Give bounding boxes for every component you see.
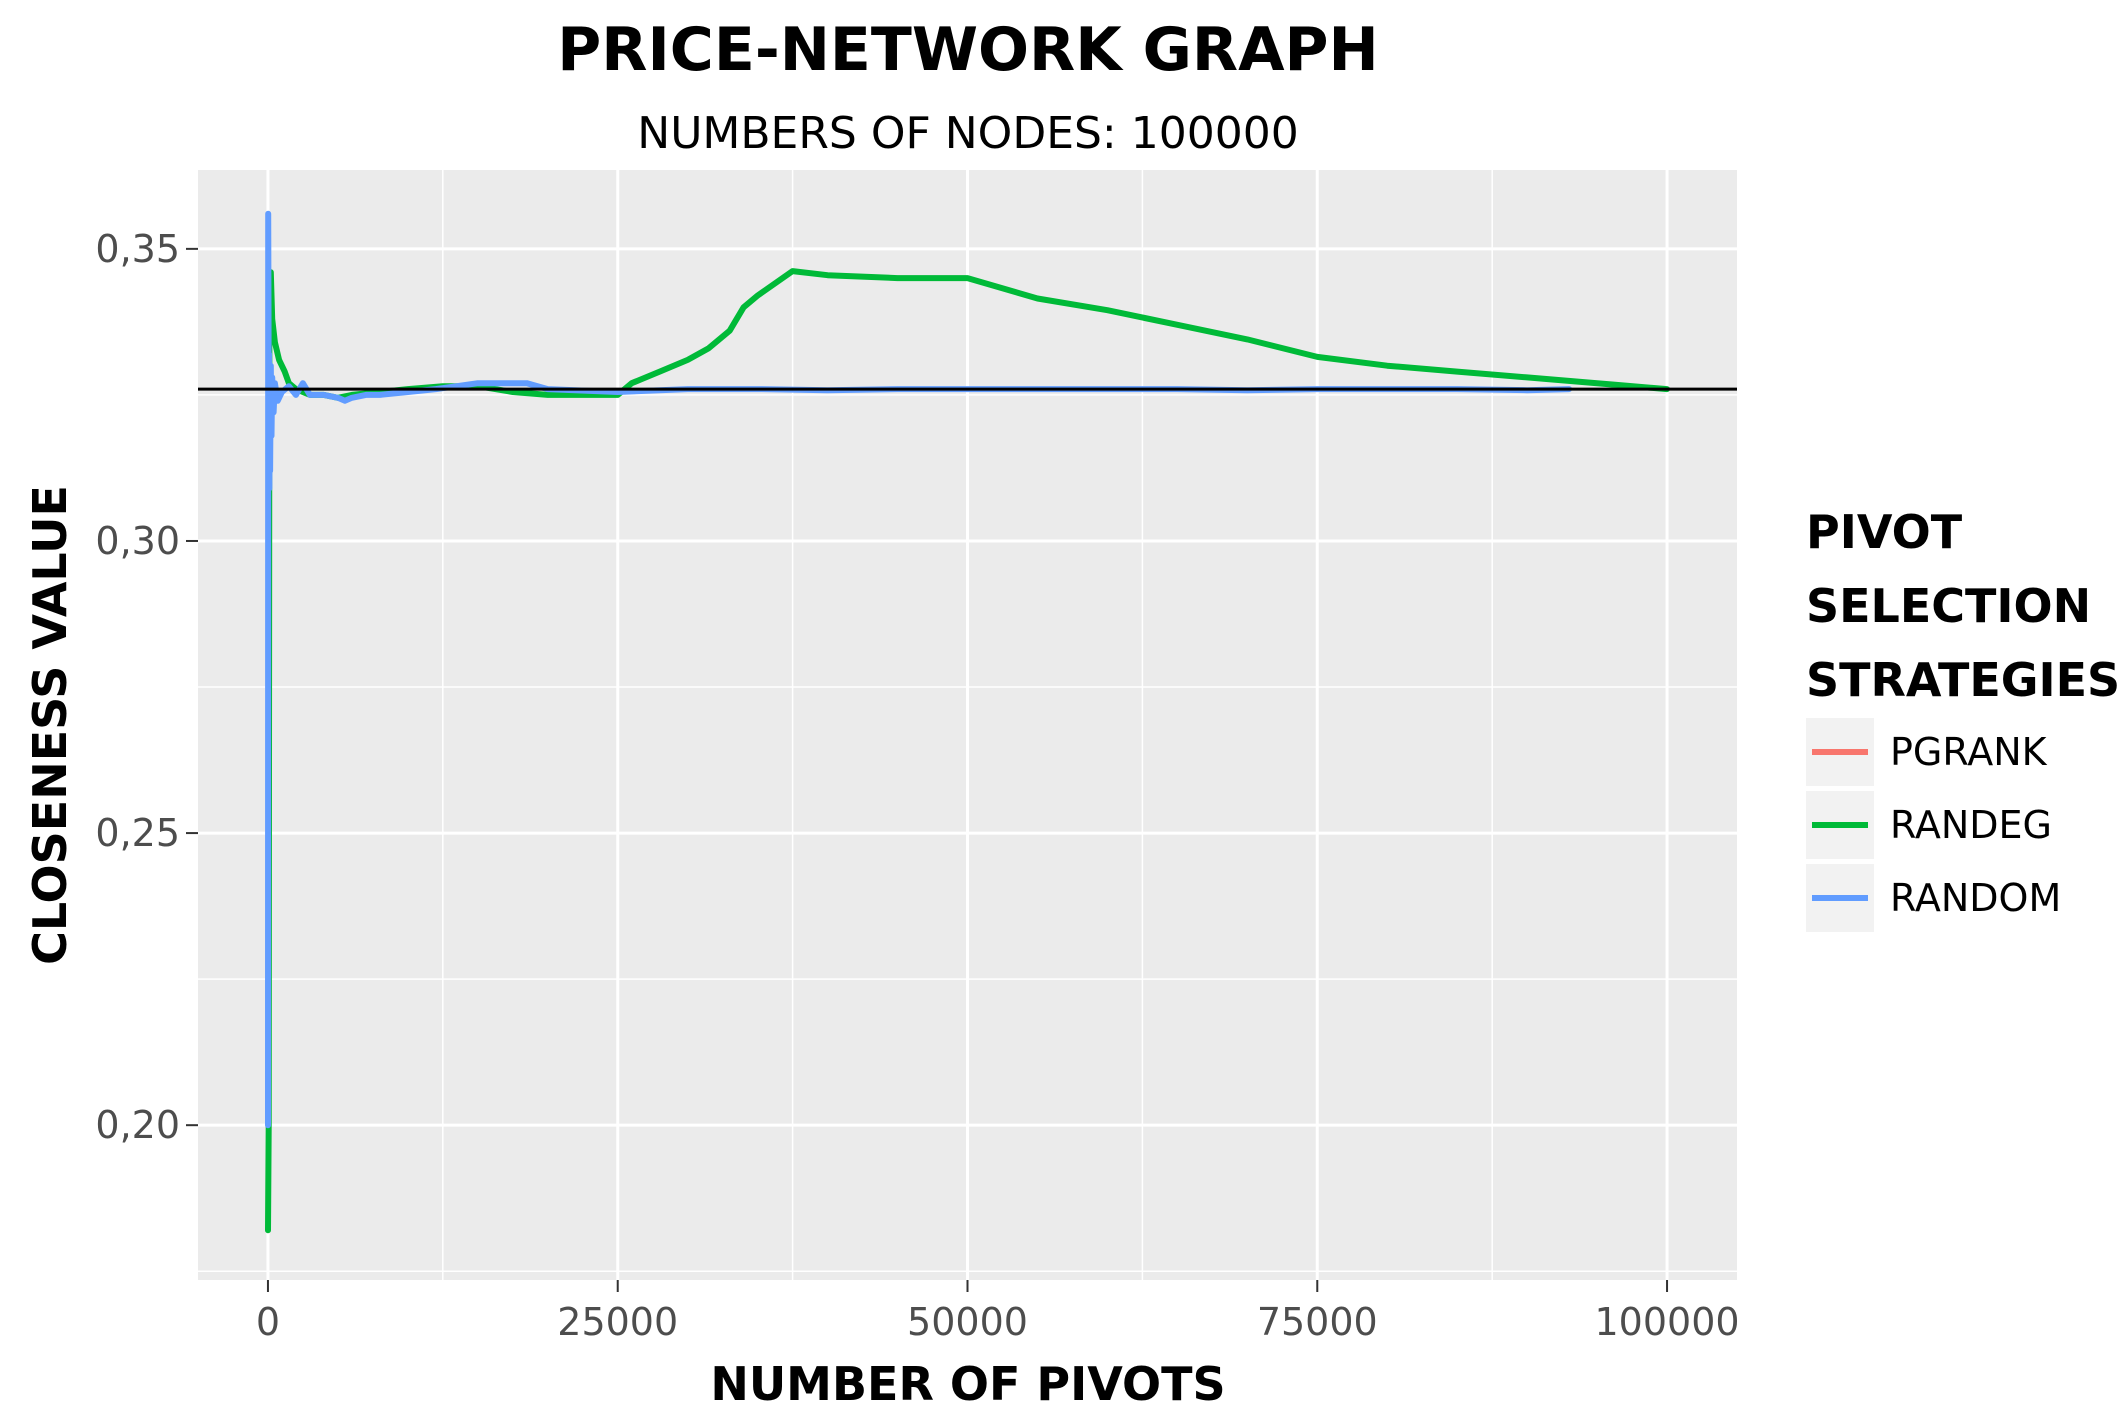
chart-subtitle: NUMBERS OF NODES: 100000 [637,108,1298,159]
x-tick-label: 100000 [1595,1300,1740,1344]
legend-label-randeg: RANDEG [1890,803,2052,847]
x-tick-label: 0 [256,1300,280,1344]
x-tick-label: 75000 [1257,1300,1378,1344]
x-axis: 0 25000 50000 75000 100000 [256,1280,1740,1344]
legend-label-pgrank: PGRANK [1890,730,2048,774]
y-tick-label: 0,30 [95,519,180,563]
legend-items: PGRANK RANDEG RANDOM [1806,718,2061,932]
y-tick-label: 0,20 [95,1103,180,1147]
y-axis-title: CLOSENESS VALUE [23,485,77,965]
y-tick-label: 0,25 [95,811,180,855]
x-axis-title: NUMBER OF PIVOTS [710,1357,1225,1411]
legend: PIVOT SELECTION STRATEGIES PGRANK RANDEG R… [1806,505,2120,932]
legend-title-line-1: PIVOT [1806,505,1963,559]
x-tick-label: 25000 [557,1300,678,1344]
x-tick-label: 50000 [907,1300,1028,1344]
legend-label-random: RANDOM [1890,876,2061,920]
legend-title-line-3: STRATEGIES [1806,653,2120,707]
legend-title-line-2: SELECTION [1806,579,2091,633]
y-axis: 0,20 0,25 0,30 0,35 [95,227,198,1147]
y-tick-label: 0,35 [95,227,180,271]
legend-title: PIVOT SELECTION STRATEGIES [1806,505,2120,707]
chart-title: PRICE-NETWORK GRAPH [557,15,1378,85]
